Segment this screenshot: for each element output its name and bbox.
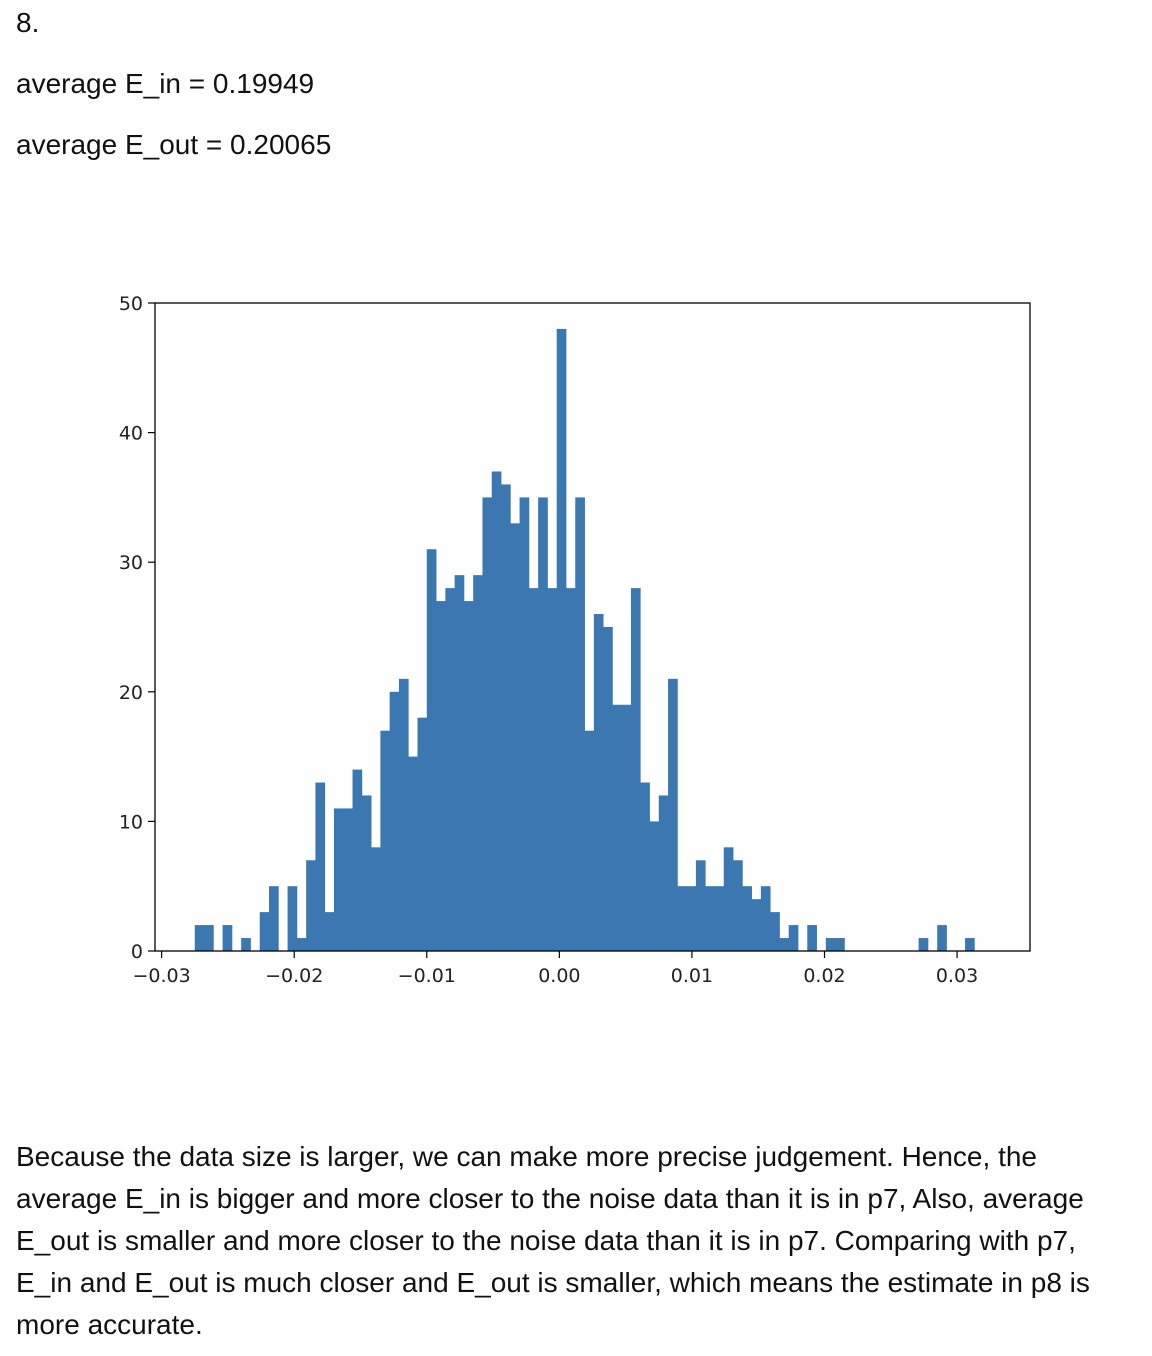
histogram-bar [918,938,929,951]
plot-frame [154,302,1031,952]
histogram-bar [575,497,585,951]
y-tick-label: 50 [119,293,143,315]
histogram-bars [194,328,975,951]
histogram-bar [835,938,845,951]
explanation-paragraph: Because the data size is larger, we can … [16,1141,1090,1340]
histogram-bar [733,860,743,951]
histogram-bar [296,938,307,951]
histogram-bar [194,925,205,951]
histogram-bar [380,730,391,951]
histogram-bar [584,730,595,951]
histogram-bar [241,938,251,951]
histogram-bar [714,886,725,951]
histogram-bar [742,886,752,951]
x-tick-label: 0.01 [671,965,713,987]
histogram-bar [779,938,790,951]
histogram-bar [565,588,576,951]
x-tick-label: −0.02 [265,965,323,987]
histogram-bar [408,756,418,951]
histogram-bar [343,808,353,951]
y-tick-label: 0 [131,941,143,963]
x-tick-label: 0.02 [803,965,845,987]
histogram-bar [482,497,493,951]
histogram-bar [454,575,465,951]
histogram-bar [640,782,650,951]
histogram-bar [760,886,771,951]
x-tick-label: 0.03 [936,965,978,987]
histogram-bar [306,860,316,951]
x-tick-label: −0.03 [133,965,191,987]
histogram-bar [501,484,511,951]
y-tick-label: 20 [119,682,143,704]
histogram-bar [937,925,947,951]
histogram-bar [658,795,669,951]
histogram-bar [222,925,233,951]
histogram-bar [705,886,715,951]
histogram-bar [491,471,502,951]
histogram-bar [417,717,428,951]
histogram-bar [649,821,660,951]
average-ein-text: average E_in = 0.19949 [16,68,315,99]
histogram-bar [556,328,567,951]
histogram-bar [528,588,539,951]
histogram-bar [807,925,817,951]
histogram-chart: 0 10 20 30 40 50 −0.03 −0.02 −0.01 0.00 0.01 0.02 0… [119,293,1031,987]
histogram-bar [259,912,270,951]
histogram-bar [547,588,558,951]
y-tick-label: 10 [119,811,143,833]
histogram-bar [315,782,326,951]
histogram-bar [204,925,214,951]
histogram-bar [352,769,363,951]
histogram-bar [333,808,344,951]
x-axis-ticks: −0.03 −0.02 −0.01 0.00 0.01 0.02 0.03 [133,951,978,987]
histogram-bar [723,847,734,951]
x-tick-label: −0.01 [398,965,456,987]
histogram-bar [825,938,836,951]
histogram-bar [677,886,688,951]
x-tick-label: 0.00 [538,965,580,987]
histogram-bar [612,704,623,951]
y-axis-ticks: 0 10 20 30 40 50 [119,293,155,963]
histogram-bar [510,523,520,951]
histogram-bar [593,614,604,951]
histogram-bar [603,627,613,951]
histogram-bar [686,886,697,951]
histogram-bar [445,588,456,951]
histogram-bar [324,912,335,951]
histogram-bar [463,601,474,951]
histogram-bar [436,601,446,951]
histogram-bar [473,575,483,951]
histogram-bar [269,886,279,951]
histogram-bar [668,678,678,951]
histogram-bar [621,704,632,951]
histogram-bar [371,847,381,951]
section-number: 8. [16,7,40,38]
histogram-bar [770,912,780,951]
histogram-bar [398,678,409,951]
histogram-bar [287,886,298,951]
histogram-bar [695,860,706,951]
histogram-bar [426,549,437,951]
y-tick-label: 40 [119,423,143,445]
histogram-bar [389,691,400,951]
histogram-bar [538,497,548,951]
histogram-bar [788,925,799,951]
histogram-bar [965,938,975,951]
histogram-bar [361,795,372,951]
histogram-bar [630,588,641,951]
histogram-bar [751,899,762,951]
histogram-bar [519,497,530,951]
y-tick-label: 30 [119,552,143,574]
average-eout-text: average E_out = 0.20065 [16,129,332,160]
